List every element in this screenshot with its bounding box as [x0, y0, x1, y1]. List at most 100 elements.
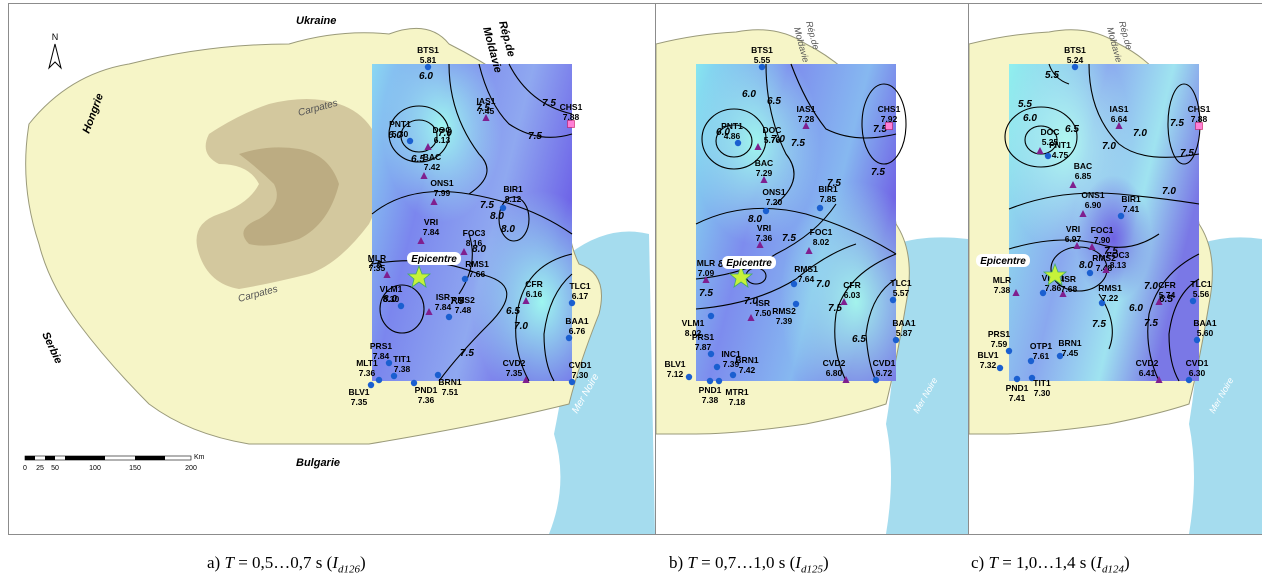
contour-label: 7.5 — [460, 348, 474, 359]
station-marker-circle — [568, 299, 576, 307]
caption-panel-a: a) T = 0,5…0,7 s (Id126) — [207, 553, 366, 576]
contour-label: 5.5 — [1045, 70, 1059, 81]
station-value: 6.85 — [1075, 171, 1092, 181]
station-value: 7.66 — [469, 269, 486, 279]
station-name: DOC — [763, 125, 782, 135]
station-value: 7.39 — [776, 316, 793, 326]
station-marker-triangle — [1102, 266, 1110, 273]
station-marker-circle — [397, 302, 405, 310]
station-name: TIT1 — [1033, 378, 1051, 388]
station-marker-triangle — [383, 271, 391, 278]
station-name: CVD1 — [873, 358, 896, 368]
station-name: BTS1 — [417, 45, 439, 55]
station-value: 6.41 — [1139, 368, 1156, 378]
station-value: 7.36 — [418, 395, 435, 405]
station-marker-circle — [1098, 299, 1106, 307]
station-name: ISR — [1062, 274, 1076, 284]
station-value: 5.55 — [754, 55, 771, 65]
contour-label: 6.5 — [1065, 124, 1079, 135]
station-marker-square — [885, 122, 893, 130]
station-name: CFR — [1158, 280, 1175, 290]
station-name: CVD2 — [823, 358, 846, 368]
station-value: 7.22 — [1102, 293, 1119, 303]
station-value: 7.30 — [1034, 388, 1051, 398]
station-value: 7.32 — [980, 360, 997, 370]
contour-label: 7.5 — [368, 260, 382, 271]
station-marker-circle — [996, 364, 1004, 372]
contour-label: 6.5 — [1159, 294, 1173, 305]
station-name: CFR — [843, 280, 860, 290]
station-marker-triangle — [802, 122, 810, 129]
contour-label: 8.0 — [748, 214, 762, 225]
scale-tick-label: 100 — [89, 465, 101, 472]
station-marker-circle — [1028, 374, 1036, 382]
contour-label: 7.5 — [699, 288, 713, 299]
contour-label: 6.5 — [852, 334, 866, 345]
station-name: BAC — [1074, 161, 1092, 171]
epicentre-label: Epicentre — [407, 252, 461, 265]
station-marker-circle — [1039, 289, 1047, 297]
station-value: 6.30 — [1189, 368, 1206, 378]
station-value: 7.92 — [881, 114, 898, 124]
map-panel-c: 5.55.56.06.57.07.07.57.57.07.58.07.56.06… — [969, 4, 1262, 534]
station-marker-triangle — [420, 172, 428, 179]
station-value: 7.45 — [1062, 348, 1079, 358]
north-arrow: N — [48, 32, 62, 70]
station-marker-circle — [565, 334, 573, 342]
station-name: MTR1 — [725, 387, 748, 397]
station-name: MLR — [697, 258, 715, 268]
station-marker-circle — [367, 381, 375, 389]
station-value: 7.36 — [359, 368, 376, 378]
contour-label: 6.0 — [742, 89, 756, 100]
station-value: 6.64 — [1111, 114, 1128, 124]
station-marker-triangle — [1069, 181, 1077, 188]
station-value: 7.64 — [798, 274, 815, 284]
contour-label: 8.0 — [472, 244, 486, 255]
station-marker-circle — [758, 63, 766, 71]
station-name: BLV1 — [977, 350, 998, 360]
contour-label: 7.5 — [1180, 148, 1194, 159]
svg-text:N: N — [52, 32, 59, 42]
station-value: 6.72 — [876, 368, 893, 378]
station-marker-triangle — [1073, 242, 1081, 249]
station-value: 7.41 — [1123, 204, 1140, 214]
svg-text:Epicentre: Epicentre — [411, 254, 457, 265]
station-value: 7.38 — [394, 364, 411, 374]
station-marker-triangle — [1155, 298, 1163, 305]
contour-lines — [1004, 63, 1201, 382]
station-name: OTP1 — [1030, 341, 1052, 351]
epicentre-star — [406, 264, 432, 288]
contour-label: 6.0 — [419, 71, 433, 82]
contour-label: 7.5 — [782, 233, 796, 244]
station-marker-circle — [424, 63, 432, 71]
svg-text:Epicentre: Epicentre — [980, 256, 1026, 267]
station-marker-triangle — [1012, 289, 1020, 296]
contour-label: 7.0 — [771, 134, 785, 145]
station-marker-square — [1195, 122, 1203, 130]
station-name: ISR — [756, 298, 770, 308]
scale-tick-label: 25 — [36, 465, 44, 472]
contour-label: 7.0 — [1144, 281, 1158, 292]
contour-label: 7.5 — [1104, 246, 1118, 257]
station-marker-circle — [434, 371, 442, 379]
station-marker-triangle — [747, 314, 755, 321]
station-value: 7.84 — [435, 302, 452, 312]
contour-lines — [695, 63, 907, 382]
